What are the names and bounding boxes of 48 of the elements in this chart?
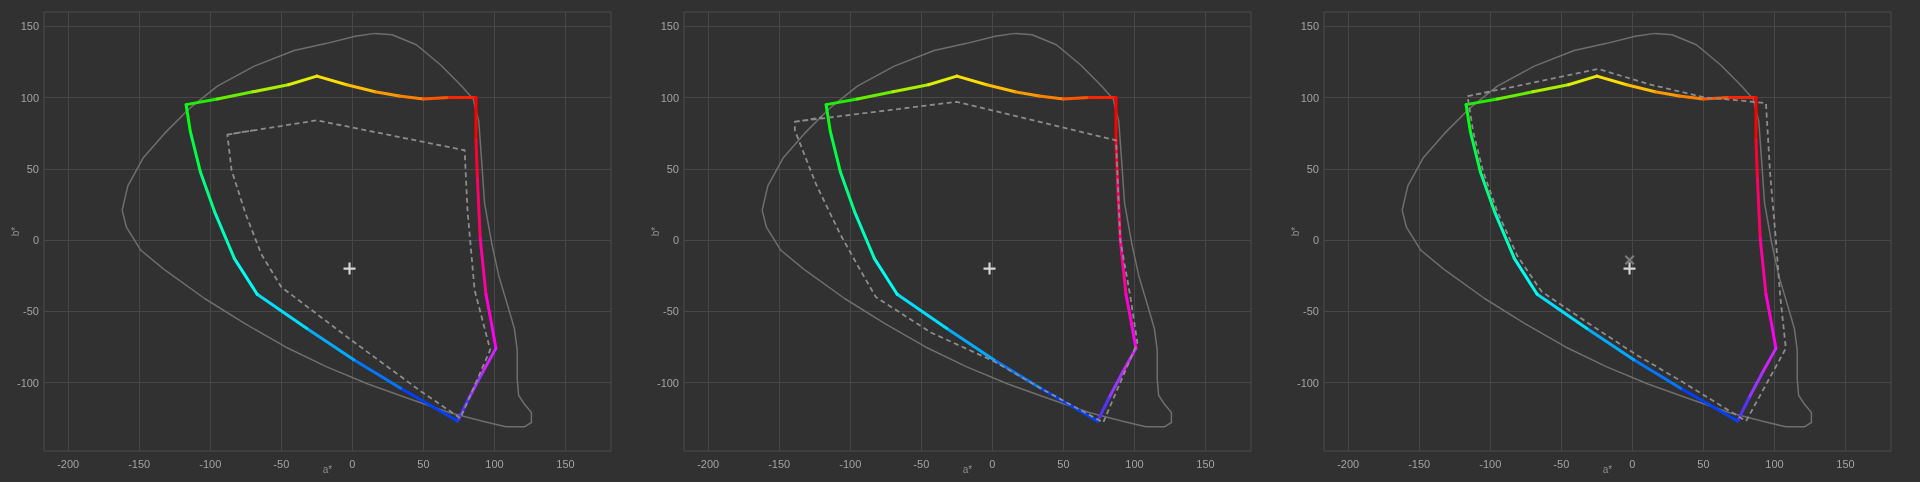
- x-tick-label: -150: [128, 457, 151, 470]
- x-tick-label: -150: [768, 457, 791, 470]
- x-tick-label: -200: [1337, 457, 1360, 470]
- x-tick-label: -150: [1408, 457, 1431, 470]
- y-tick-label: -100: [656, 376, 679, 389]
- y-tick-label: 100: [660, 91, 679, 104]
- y-tick-label: 0: [672, 234, 679, 247]
- x-tick-label: -200: [697, 457, 720, 470]
- x-tick-label: 100: [1125, 457, 1144, 470]
- x-tick-label: 50: [417, 457, 430, 470]
- x-tick-label: -50: [913, 457, 930, 470]
- x-tick-label: -100: [839, 457, 862, 470]
- x-tick-label: 0: [349, 457, 356, 470]
- x-tick-label: 100: [485, 457, 504, 470]
- x-tick-label: 100: [1765, 457, 1784, 470]
- y-tick-label: 0: [32, 234, 39, 247]
- x-tick-label: 0: [1629, 457, 1636, 470]
- x-axis-title: a*: [1602, 463, 1613, 475]
- y-tick-label: 50: [666, 162, 679, 175]
- y-axis-title: b*: [1289, 226, 1301, 237]
- x-tick-label: -50: [1553, 457, 1570, 470]
- y-axis-title: b*: [9, 226, 21, 237]
- x-tick-label: 150: [556, 457, 575, 470]
- x-axis-title: a*: [322, 463, 333, 475]
- y-axis-title: b*: [649, 226, 661, 237]
- y-tick-label: 150: [1300, 20, 1319, 33]
- x-tick-label: -200: [57, 457, 80, 470]
- y-tick-label: 0: [1312, 234, 1319, 247]
- y-tick-label: 50: [1306, 162, 1319, 175]
- y-tick-label: -50: [23, 305, 39, 318]
- x-axis-title: a*: [962, 463, 973, 475]
- x-tick-label: -100: [199, 457, 222, 470]
- y-tick-label: 150: [660, 20, 679, 33]
- x-tick-label: 0: [989, 457, 996, 470]
- x-tick-label: -50: [273, 457, 290, 470]
- y-tick-label: -100: [1296, 376, 1319, 389]
- y-tick-label: 50: [26, 162, 39, 175]
- y-tick-label: -100: [16, 376, 39, 389]
- x-tick-label: 50: [1697, 457, 1710, 470]
- x-tick-label: 50: [1057, 457, 1070, 470]
- y-tick-label: 150: [20, 20, 39, 33]
- x-tick-label: 150: [1836, 457, 1855, 470]
- x-tick-label: 150: [1196, 457, 1215, 470]
- y-tick-label: 100: [20, 91, 39, 104]
- y-tick-label: -50: [1303, 305, 1319, 318]
- y-tick-label: 100: [1300, 91, 1319, 104]
- y-tick-label: -50: [663, 305, 679, 318]
- x-tick-label: -100: [1479, 457, 1502, 470]
